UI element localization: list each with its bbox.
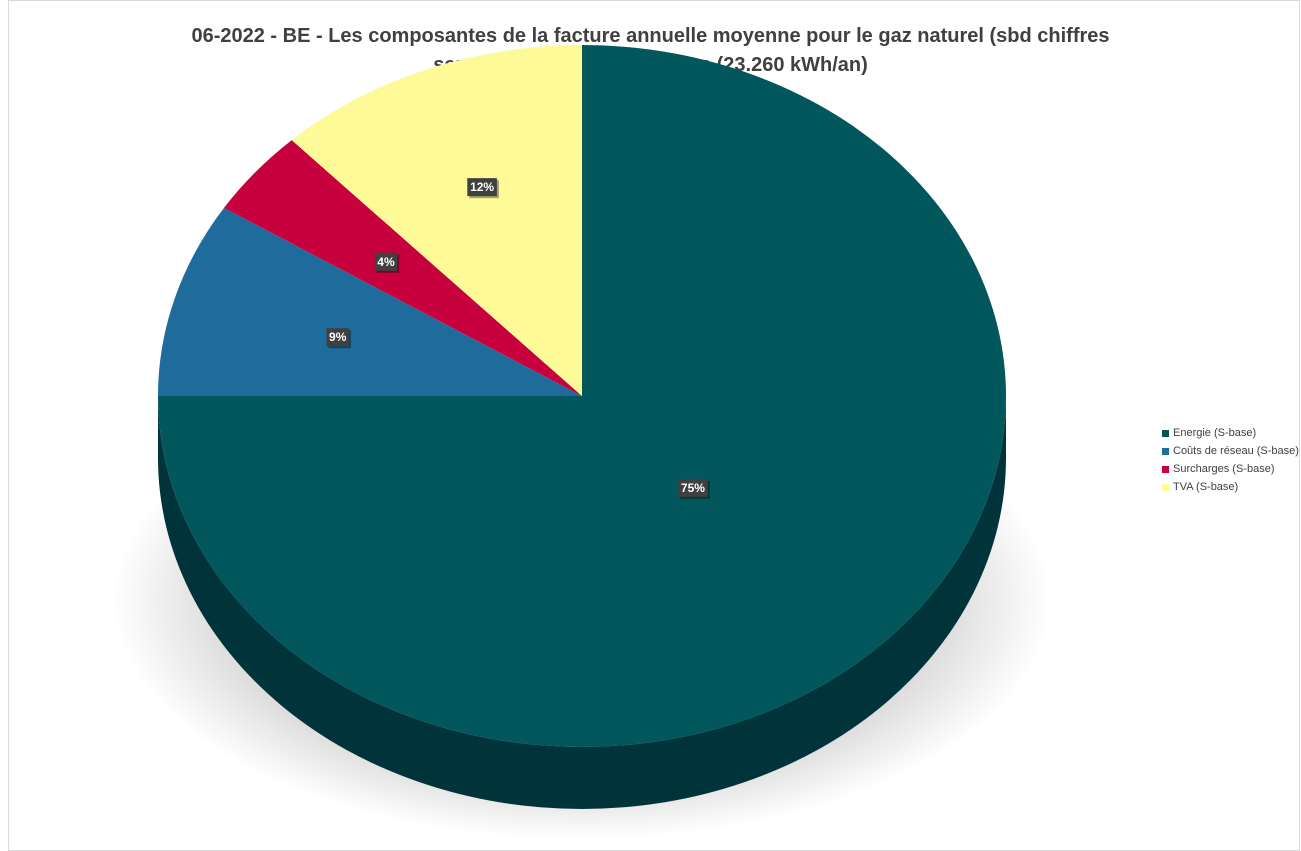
legend-item-couts-de-reseau: Coûts de réseau (S-base): [1162, 442, 1299, 460]
chart-title-line-1: 06-2022 - BE - Les composantes de la fac…: [191, 25, 1110, 47]
data-label-surcharges: 4%: [374, 252, 400, 273]
pie-side-energie: [158, 396, 1006, 809]
data-label-box: [374, 252, 398, 271]
pie-slice-tva: [291, 45, 582, 396]
legend-swatch-tva: [1162, 483, 1169, 491]
data-label-couts-de-reseau: 9%: [326, 328, 351, 349]
pie-slice-surcharges: [224, 140, 583, 396]
legend: Energie (S-base) Coûts de réseau (S-base…: [1162, 424, 1299, 496]
data-label-box: [678, 478, 708, 497]
data-label-energie: 75%: [678, 478, 710, 499]
data-label-tva: 12%: [467, 178, 499, 199]
data-label-box: [326, 328, 349, 347]
legend-label-surcharges: Surcharges (S-base): [1173, 463, 1275, 475]
data-label-text: 12%: [470, 180, 494, 194]
pie-sides: [158, 396, 1006, 809]
legend-swatch-surcharges: [1162, 465, 1169, 473]
legend-label-couts-de-reseau: Coûts de réseau (S-base): [1173, 445, 1299, 457]
data-label-text: 75%: [681, 481, 705, 495]
data-label-box: [467, 178, 497, 197]
legend-item-tva: TVA (S-base): [1162, 478, 1299, 496]
legend-swatch-couts-de-reseau: [1162, 447, 1169, 455]
data-label-text: 9%: [329, 330, 347, 344]
legend-item-surcharges: Surcharges (S-base): [1162, 460, 1299, 478]
legend-item-energie: Energie (S-base): [1162, 424, 1299, 442]
legend-label-energie: Energie (S-base): [1173, 427, 1257, 439]
pie-slice-couts-de-reseau: [158, 207, 582, 396]
legend-label-tva: TVA (S-base): [1173, 481, 1239, 493]
data-label-text: 4%: [377, 255, 395, 269]
legend-swatch-energie: [1162, 429, 1169, 437]
pie-slices: [158, 45, 1006, 747]
pie-data-labels: 75% 9% 4% 12%: [326, 178, 710, 499]
